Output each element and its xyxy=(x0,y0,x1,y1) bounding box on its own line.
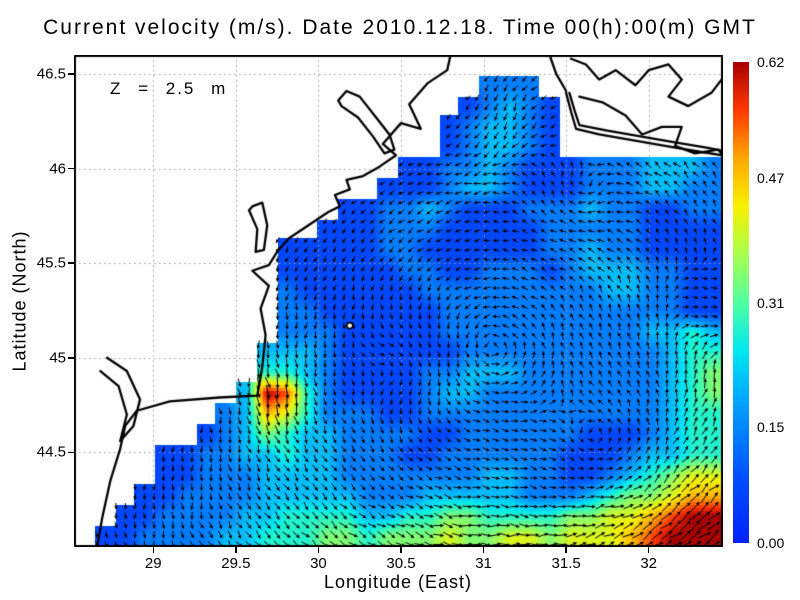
x-axis-label: Longitude (East) xyxy=(323,572,473,592)
y-tick-mark xyxy=(68,262,74,264)
x-tick-label: 29.5 xyxy=(221,555,251,572)
y-tick-label: 44.5 xyxy=(36,443,66,461)
x-tick-label: 31.5 xyxy=(551,555,581,572)
x-tick-label: 29 xyxy=(144,555,162,572)
x-tick-label: 30.5 xyxy=(386,555,416,572)
chart-title: Current velocity (m/s). Date 2010.12.18.… xyxy=(43,16,757,39)
colorbar-tick-label: 0.00 xyxy=(757,535,785,551)
x-tick-mark xyxy=(400,547,402,553)
colorbar-tick-label: 0.31 xyxy=(757,294,785,311)
x-tick-label: 30 xyxy=(310,555,327,572)
x-tick-mark xyxy=(647,547,650,553)
y-tick-label: 46 xyxy=(49,160,66,178)
x-tick-mark xyxy=(317,547,320,553)
x-tick-mark xyxy=(235,547,237,553)
y-tick-mark xyxy=(68,357,74,359)
colorbar-gradient xyxy=(733,62,749,543)
x-tick-label: 31 xyxy=(475,555,492,572)
colorbar-tick-label: 0.47 xyxy=(757,170,785,187)
y-tick-mark xyxy=(68,451,74,454)
x-tick-mark xyxy=(152,547,155,553)
x-tick-mark xyxy=(565,547,567,553)
y-tick-label: 45.5 xyxy=(36,254,66,272)
colorbar-tick-label: 0.62 xyxy=(757,54,785,70)
plot-area: Z = 2.5 m xyxy=(74,55,723,547)
x-tick-mark xyxy=(482,547,485,553)
x-tick-label: 32 xyxy=(640,555,658,572)
vector-field-canvas xyxy=(74,55,723,547)
y-tick-mark xyxy=(68,167,74,170)
y-tick-label: 45 xyxy=(49,349,66,367)
y-tick-mark xyxy=(68,73,74,75)
y-tick-label: 46.5 xyxy=(36,65,66,83)
colorbar-tick-label: 0.15 xyxy=(757,418,785,435)
depth-annotation: Z = 2.5 m xyxy=(110,79,228,98)
